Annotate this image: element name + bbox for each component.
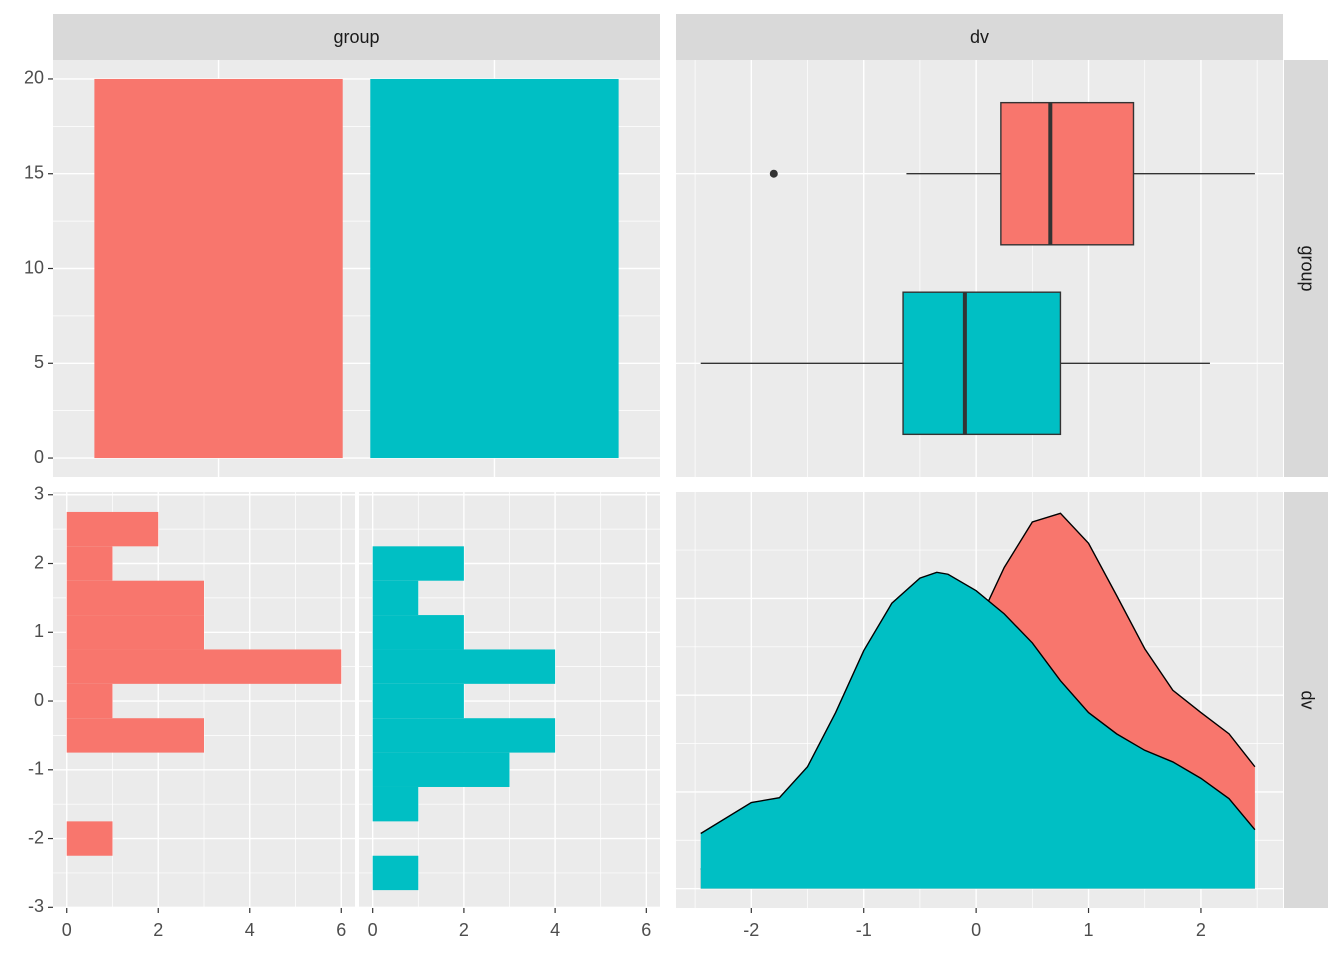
- x-tick-label: 0: [368, 920, 378, 940]
- histogram-bar: [372, 718, 556, 753]
- y-tick-label: 2: [34, 552, 44, 572]
- x-tick-label: 4: [245, 920, 255, 940]
- density-area: [700, 572, 1255, 889]
- histogram-bar: [372, 649, 556, 684]
- y-tick-label: 15: [24, 162, 44, 182]
- histogram-bar: [372, 752, 510, 787]
- facet-strip: [1284, 492, 1328, 908]
- y-tick-label: -2: [28, 827, 44, 847]
- histogram-bar: [66, 821, 113, 856]
- x-tick-label: -1: [856, 920, 872, 940]
- histogram-bar: [372, 546, 464, 581]
- y-tick-label: 10: [24, 257, 44, 277]
- x-tick-label: 6: [336, 920, 346, 940]
- y-tick-label: 20: [24, 68, 44, 88]
- facet-label: group: [1297, 245, 1317, 291]
- facet-strip: [1284, 60, 1328, 477]
- x-tick-label: 4: [550, 920, 560, 940]
- facet-label: dv: [970, 27, 989, 47]
- bar: [94, 78, 343, 459]
- box: [1000, 101, 1135, 246]
- histogram-bar: [372, 855, 419, 891]
- outlier: [769, 169, 778, 178]
- box: [902, 291, 1062, 436]
- x-tick-label: 1: [1084, 920, 1094, 940]
- histogram-bar: [66, 511, 159, 547]
- x-tick-label: -2: [743, 920, 759, 940]
- histogram-bar: [372, 683, 464, 719]
- bar: [370, 78, 619, 459]
- x-tick-label: 2: [459, 920, 469, 940]
- facet-label: dv: [1297, 690, 1317, 709]
- histogram-bar: [66, 615, 205, 650]
- x-tick-label: 0: [62, 920, 72, 940]
- histogram-bar: [66, 718, 205, 753]
- y-tick-label: 1: [34, 621, 44, 641]
- facet-strip: [53, 14, 660, 60]
- histogram-bar: [66, 546, 113, 581]
- histogram-bar: [372, 786, 419, 822]
- facet-strip: [676, 14, 1283, 60]
- y-tick-label: -3: [28, 896, 44, 916]
- y-tick-label: 0: [34, 447, 44, 467]
- y-tick-label: 5: [34, 352, 44, 372]
- density-line: [700, 571, 1256, 835]
- y-tick-label: 3: [34, 484, 44, 504]
- histogram-bar: [66, 683, 113, 719]
- histogram-bar: [66, 649, 342, 684]
- y-tick-label: -1: [28, 759, 44, 779]
- x-tick-label: 6: [641, 920, 651, 940]
- facet-label: group: [333, 27, 379, 47]
- histogram-bar: [372, 580, 419, 616]
- histogram-bar: [66, 580, 205, 616]
- x-tick-label: 2: [153, 920, 163, 940]
- y-tick-label: 0: [34, 690, 44, 710]
- x-tick-label: 0: [971, 920, 981, 940]
- x-tick-label: 2: [1196, 920, 1206, 940]
- histogram-bar: [372, 615, 464, 650]
